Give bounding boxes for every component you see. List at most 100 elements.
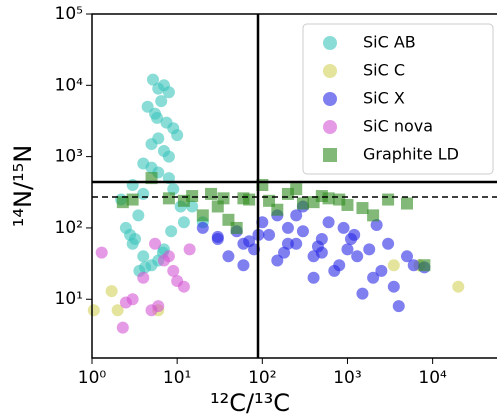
- point: [95, 246, 108, 259]
- legend-marker: [323, 120, 337, 134]
- point: [400, 250, 413, 263]
- legend-label: SiC AB: [363, 33, 416, 52]
- point: [400, 197, 413, 210]
- point: [137, 271, 150, 284]
- point: [392, 300, 405, 313]
- point: [290, 209, 303, 222]
- point: [149, 237, 162, 250]
- point: [177, 216, 190, 229]
- point: [171, 129, 184, 142]
- point: [137, 187, 150, 200]
- point: [315, 190, 328, 203]
- point: [152, 132, 165, 145]
- point: [230, 221, 243, 234]
- point: [167, 183, 180, 196]
- x-tick-label: 10²: [248, 368, 276, 388]
- x-tick-label: 10⁴: [418, 368, 447, 388]
- legend-label: SiC C: [363, 61, 405, 80]
- legend-label: SiC nova: [363, 117, 433, 136]
- point: [341, 198, 354, 211]
- x-axis-label: ¹²C/¹³C: [210, 389, 290, 417]
- point: [243, 235, 256, 248]
- point: [196, 209, 209, 222]
- point: [129, 232, 142, 245]
- point: [151, 111, 164, 124]
- point: [344, 232, 357, 245]
- point: [217, 192, 230, 205]
- point: [290, 237, 303, 250]
- legend-label: SiC X: [363, 89, 405, 108]
- point: [367, 209, 380, 222]
- point: [116, 321, 129, 334]
- point: [211, 230, 224, 243]
- point: [452, 280, 465, 293]
- point: [126, 193, 139, 206]
- point: [162, 86, 175, 99]
- legend-marker: [323, 36, 337, 50]
- point: [382, 193, 395, 206]
- point: [387, 259, 400, 272]
- point: [237, 259, 250, 272]
- point: [356, 287, 369, 300]
- point: [162, 250, 175, 263]
- point: [307, 271, 320, 284]
- point: [105, 285, 118, 298]
- x-tick-label: 10⁰: [78, 368, 107, 388]
- point: [87, 304, 100, 317]
- point: [341, 243, 354, 256]
- point: [167, 264, 180, 277]
- point: [132, 209, 145, 222]
- legend-marker: [323, 92, 337, 106]
- point: [162, 192, 175, 205]
- point: [165, 225, 178, 238]
- point: [296, 225, 309, 238]
- point: [278, 246, 291, 259]
- legend-box: [302, 23, 494, 175]
- point: [116, 196, 129, 209]
- y-axis-label: ¹⁴N/¹⁵N: [9, 145, 37, 227]
- point: [177, 280, 190, 293]
- y-tick-label: 10²: [55, 218, 83, 238]
- x-tick-label: 10¹: [163, 368, 191, 388]
- point: [382, 237, 395, 250]
- point: [328, 264, 341, 277]
- point: [407, 259, 420, 272]
- point: [111, 304, 124, 317]
- point: [351, 250, 364, 263]
- point: [322, 216, 335, 229]
- point: [387, 280, 400, 293]
- point: [370, 218, 383, 231]
- point: [367, 271, 380, 284]
- x-tick-label: 10³: [333, 368, 361, 388]
- y-tick-label: 10³: [55, 147, 83, 167]
- point: [290, 183, 303, 196]
- point: [186, 190, 199, 203]
- point: [152, 300, 165, 313]
- point: [155, 95, 168, 108]
- point: [119, 296, 132, 309]
- y-tick-label: 10⁴: [55, 75, 84, 95]
- point: [363, 243, 376, 256]
- y-tick-label: 10⁵: [55, 4, 83, 24]
- point: [271, 254, 284, 267]
- point: [375, 264, 388, 277]
- point: [263, 228, 276, 241]
- axes-frame: [91, 13, 497, 359]
- point: [183, 243, 196, 256]
- point: [263, 194, 276, 207]
- legend-marker: [323, 64, 337, 78]
- y-tick-label: 10¹: [55, 289, 83, 309]
- point: [222, 250, 235, 263]
- point: [337, 221, 350, 234]
- point: [256, 216, 269, 229]
- point: [196, 221, 209, 234]
- point: [205, 187, 218, 200]
- point: [356, 202, 369, 215]
- point: [162, 150, 175, 163]
- point: [139, 261, 152, 274]
- point: [281, 221, 294, 234]
- point: [137, 250, 150, 263]
- point: [311, 240, 324, 253]
- point: [146, 73, 159, 86]
